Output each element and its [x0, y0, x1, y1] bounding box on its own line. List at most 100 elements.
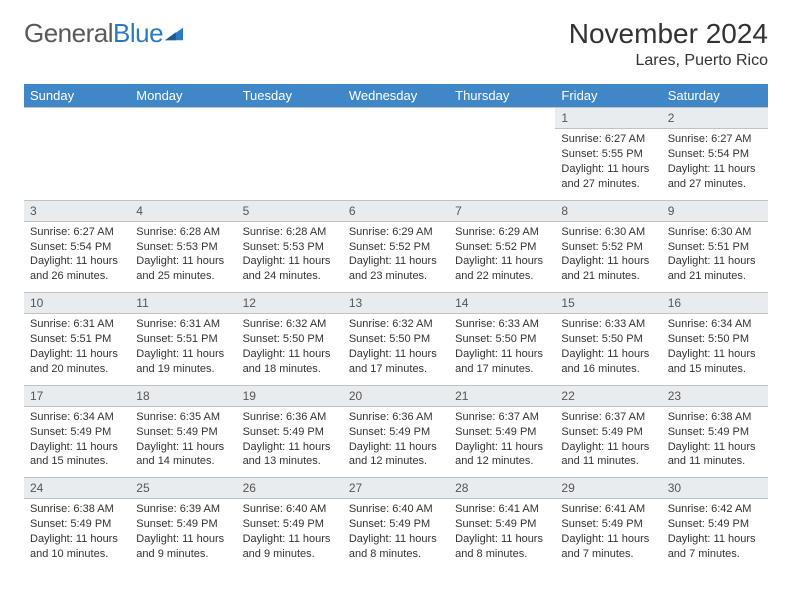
day-content-cell: Sunrise: 6:41 AMSunset: 5:49 PMDaylight:… [555, 499, 661, 570]
sunrise-text: Sunrise: 6:41 AM [455, 502, 549, 517]
sunset-text: Sunset: 5:49 PM [349, 517, 443, 532]
sunrise-text: Sunrise: 6:38 AM [30, 502, 124, 517]
sunset-text: Sunset: 5:49 PM [561, 517, 655, 532]
sunset-text: Sunset: 5:55 PM [561, 147, 655, 162]
day-number-cell: 15 [555, 293, 661, 314]
sunset-text: Sunset: 5:49 PM [561, 425, 655, 440]
sunrise-text: Sunrise: 6:29 AM [349, 225, 443, 240]
day-number-cell [24, 108, 130, 129]
day-content-cell: Sunrise: 6:40 AMSunset: 5:49 PMDaylight:… [237, 499, 343, 570]
day-content-cell: Sunrise: 6:28 AMSunset: 5:53 PMDaylight:… [237, 221, 343, 292]
sunset-text: Sunset: 5:49 PM [455, 425, 549, 440]
sunrise-text: Sunrise: 6:27 AM [561, 132, 655, 147]
day-number-cell: 8 [555, 200, 661, 221]
day-content-cell: Sunrise: 6:31 AMSunset: 5:51 PMDaylight:… [130, 314, 236, 385]
sunset-text: Sunset: 5:49 PM [349, 425, 443, 440]
weekday-header: Monday [130, 84, 236, 108]
daylight-text: Daylight: 11 hours and 9 minutes. [136, 532, 230, 562]
day-number-cell [449, 108, 555, 129]
daylight-text: Daylight: 11 hours and 13 minutes. [243, 440, 337, 470]
sunrise-text: Sunrise: 6:31 AM [136, 317, 230, 332]
sunrise-text: Sunrise: 6:38 AM [668, 410, 762, 425]
day-content-cell [24, 129, 130, 200]
sunrise-text: Sunrise: 6:30 AM [668, 225, 762, 240]
day-content-cell: Sunrise: 6:38 AMSunset: 5:49 PMDaylight:… [662, 406, 768, 477]
day-number-cell: 2 [662, 108, 768, 129]
daylight-text: Daylight: 11 hours and 22 minutes. [455, 254, 549, 284]
sunset-text: Sunset: 5:49 PM [668, 517, 762, 532]
day-number-cell: 21 [449, 385, 555, 406]
weekday-header: Sunday [24, 84, 130, 108]
day-number-cell: 26 [237, 478, 343, 499]
day-content-row: Sunrise: 6:31 AMSunset: 5:51 PMDaylight:… [24, 314, 768, 385]
logo-text-blue: Blue [113, 18, 163, 49]
sunset-text: Sunset: 5:52 PM [349, 240, 443, 255]
weekday-header: Tuesday [237, 84, 343, 108]
sunset-text: Sunset: 5:51 PM [136, 332, 230, 347]
sunrise-text: Sunrise: 6:29 AM [455, 225, 549, 240]
sunset-text: Sunset: 5:54 PM [30, 240, 124, 255]
day-number-cell: 5 [237, 200, 343, 221]
daylight-text: Daylight: 11 hours and 21 minutes. [668, 254, 762, 284]
day-content-cell: Sunrise: 6:37 AMSunset: 5:49 PMDaylight:… [555, 406, 661, 477]
day-content-cell [343, 129, 449, 200]
day-number-cell: 12 [237, 293, 343, 314]
sunset-text: Sunset: 5:52 PM [561, 240, 655, 255]
daylight-text: Daylight: 11 hours and 24 minutes. [243, 254, 337, 284]
calendar-table: Sunday Monday Tuesday Wednesday Thursday… [24, 84, 768, 570]
day-content-cell [237, 129, 343, 200]
day-number-row: 17181920212223 [24, 385, 768, 406]
day-content-cell: Sunrise: 6:28 AMSunset: 5:53 PMDaylight:… [130, 221, 236, 292]
daylight-text: Daylight: 11 hours and 8 minutes. [455, 532, 549, 562]
day-content-cell: Sunrise: 6:36 AMSunset: 5:49 PMDaylight:… [343, 406, 449, 477]
day-content-cell: Sunrise: 6:34 AMSunset: 5:50 PMDaylight:… [662, 314, 768, 385]
day-number-cell [237, 108, 343, 129]
day-content-cell: Sunrise: 6:41 AMSunset: 5:49 PMDaylight:… [449, 499, 555, 570]
day-number-cell: 16 [662, 293, 768, 314]
day-content-row: Sunrise: 6:27 AMSunset: 5:54 PMDaylight:… [24, 221, 768, 292]
daylight-text: Daylight: 11 hours and 11 minutes. [668, 440, 762, 470]
daylight-text: Daylight: 11 hours and 15 minutes. [668, 347, 762, 377]
day-content-row: Sunrise: 6:34 AMSunset: 5:49 PMDaylight:… [24, 406, 768, 477]
daylight-text: Daylight: 11 hours and 17 minutes. [455, 347, 549, 377]
sunset-text: Sunset: 5:52 PM [455, 240, 549, 255]
weekday-header: Friday [555, 84, 661, 108]
daylight-text: Daylight: 11 hours and 26 minutes. [30, 254, 124, 284]
daylight-text: Daylight: 11 hours and 19 minutes. [136, 347, 230, 377]
day-number-cell: 23 [662, 385, 768, 406]
day-content-cell: Sunrise: 6:33 AMSunset: 5:50 PMDaylight:… [555, 314, 661, 385]
daylight-text: Daylight: 11 hours and 8 minutes. [349, 532, 443, 562]
day-content-cell: Sunrise: 6:29 AMSunset: 5:52 PMDaylight:… [343, 221, 449, 292]
sunset-text: Sunset: 5:50 PM [243, 332, 337, 347]
day-number-row: 3456789 [24, 200, 768, 221]
sunset-text: Sunset: 5:50 PM [349, 332, 443, 347]
calendar-body: 12 Sunrise: 6:27 AMSunset: 5:55 PM Dayligh… [24, 108, 768, 570]
day-content-cell: Sunrise: 6:38 AMSunset: 5:49 PMDaylight:… [24, 499, 130, 570]
day-number-cell: 27 [343, 478, 449, 499]
sunrise-text: Sunrise: 6:42 AM [668, 502, 762, 517]
sunrise-text: Sunrise: 6:39 AM [136, 502, 230, 517]
daylight-text: Daylight: 11 hours and 27 minutes. [668, 162, 762, 192]
day-content-cell: Sunrise: 6:42 AMSunset: 5:49 PMDaylight:… [662, 499, 768, 570]
weekday-header-row: Sunday Monday Tuesday Wednesday Thursday… [24, 84, 768, 108]
day-content-row: Sunrise: 6:38 AMSunset: 5:49 PMDaylight:… [24, 499, 768, 570]
daylight-text: Daylight: 11 hours and 18 minutes. [243, 347, 337, 377]
day-content-cell: Sunrise: 6:32 AMSunset: 5:50 PMDaylight:… [343, 314, 449, 385]
daylight-text: Daylight: 11 hours and 16 minutes. [561, 347, 655, 377]
day-number-cell: 3 [24, 200, 130, 221]
sunset-text: Sunset: 5:53 PM [136, 240, 230, 255]
logo: GeneralBlue [24, 18, 183, 49]
day-number-cell: 30 [662, 478, 768, 499]
day-content-cell [449, 129, 555, 200]
calendar-page: GeneralBlue November 2024 Lares, Puerto … [0, 0, 792, 612]
day-number-cell: 13 [343, 293, 449, 314]
day-content-cell: Sunrise: 6:35 AMSunset: 5:49 PMDaylight:… [130, 406, 236, 477]
day-number-cell: 10 [24, 293, 130, 314]
day-number-cell: 24 [24, 478, 130, 499]
day-number-cell: 28 [449, 478, 555, 499]
location-label: Lares, Puerto Rico [569, 52, 768, 70]
daylight-text: Daylight: 11 hours and 11 minutes. [561, 440, 655, 470]
day-number-row: 12 [24, 108, 768, 129]
logo-triangle-icon [165, 27, 183, 41]
title-block: November 2024 Lares, Puerto Rico [569, 18, 768, 70]
